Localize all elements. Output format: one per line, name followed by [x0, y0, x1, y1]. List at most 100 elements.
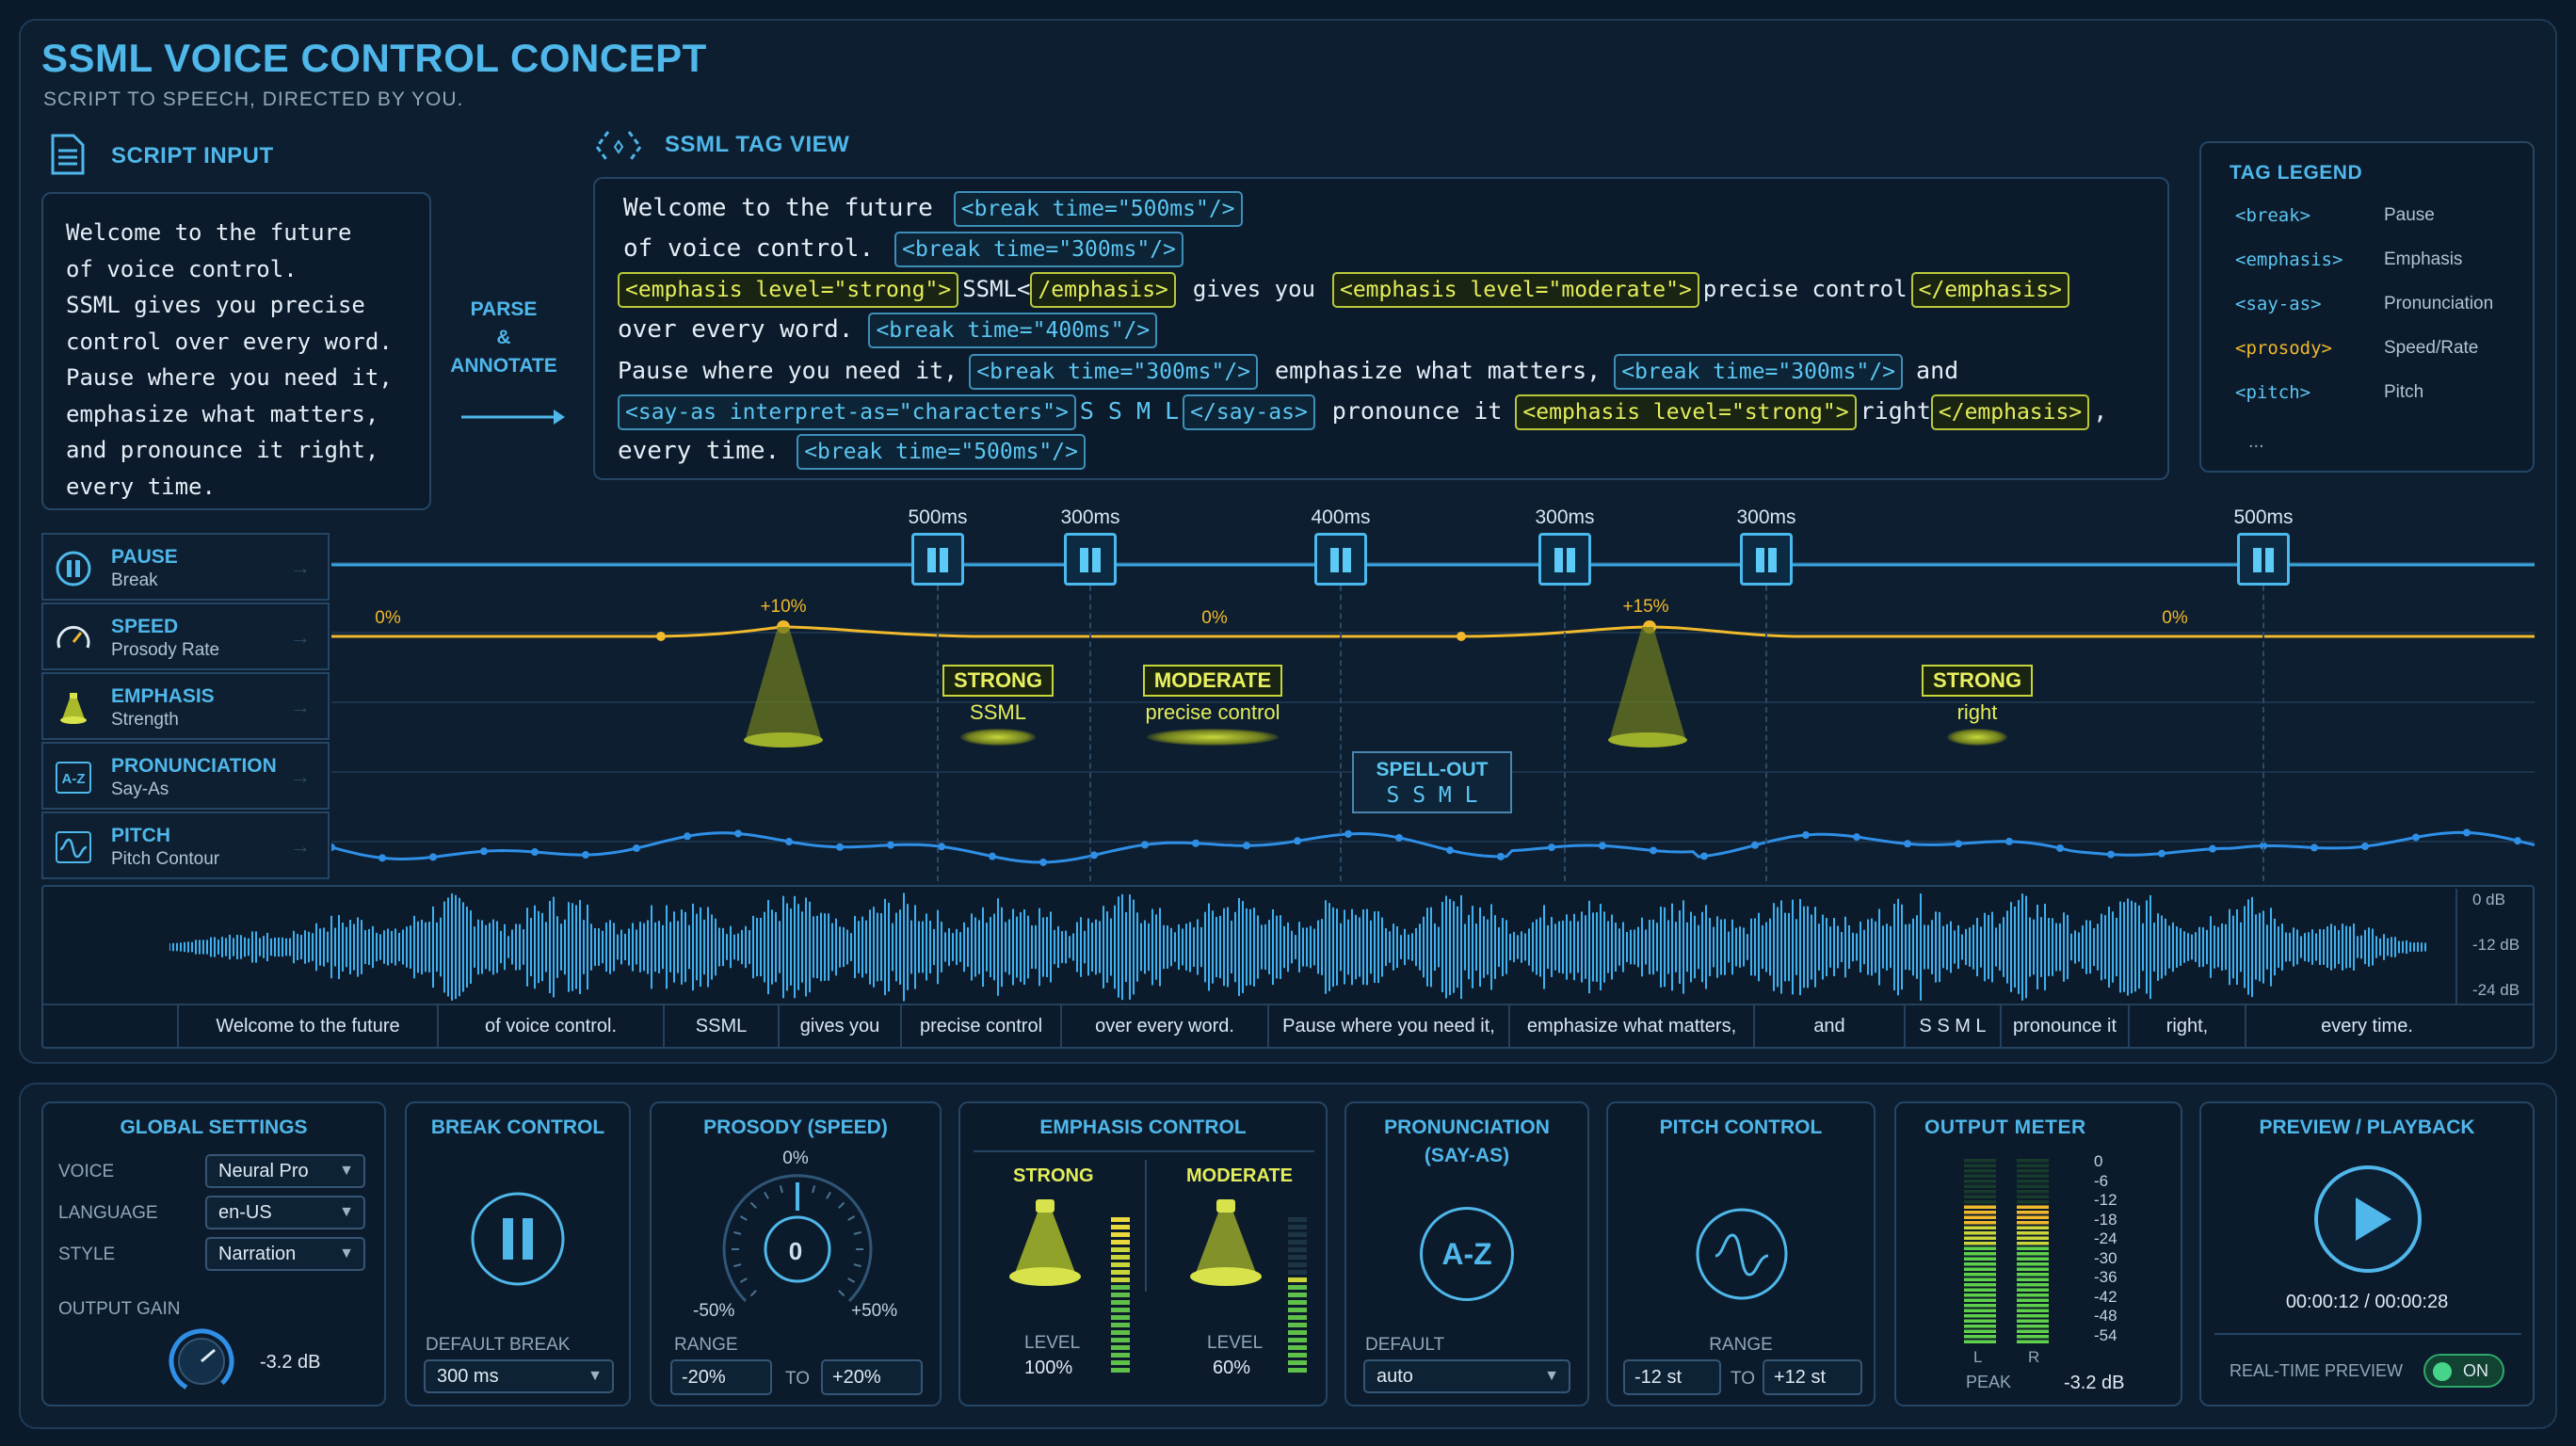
ssml-tag-view-title: SSML TAG VIEW	[665, 132, 850, 157]
style-select[interactable]: Narration ▼	[205, 1237, 365, 1271]
prosody-range-from[interactable]: -20%	[670, 1359, 772, 1395]
emphasis-glow	[960, 729, 1036, 746]
tag-line-5: Pause where you need it, <break time="300…	[618, 350, 2145, 391]
break-marker[interactable]	[1740, 533, 1793, 586]
output-meter-panel: OUTPUT METER 0 -6 -12 -18 -24 -30 -36 -42 -48 -54…	[1894, 1101, 2182, 1406]
spotlight-strong-icon	[1009, 1199, 1081, 1286]
play-button[interactable]	[2312, 1164, 2423, 1275]
break-marker[interactable]	[911, 533, 964, 586]
pronunciation-panel: PRONUNCIATION (SAY-AS) A-Z DEFAULT auto ▼	[1344, 1101, 1589, 1406]
speed-label: +10%	[760, 597, 807, 617]
global-settings-panel: GLOBAL SETTINGS VOICE Neural Pro ▼ LANGUA…	[41, 1101, 386, 1406]
pitch-contour	[331, 830, 2535, 864]
lane-speed: SPEED Prosody Rate →	[41, 602, 330, 670]
parse-annotate-label: PARSE & ANNOTATE	[450, 298, 557, 377]
meter-scale-label: -12	[2094, 1191, 2117, 1209]
meter-scale-label: -24	[2094, 1229, 2117, 1247]
pitch-control-panel: PITCH CONTROL RANGE -12 st TO +12 st	[1606, 1101, 1876, 1406]
pitch-range-from[interactable]: -12 st	[1623, 1359, 1721, 1395]
speed-label: 0%	[2162, 608, 2188, 628]
emphasis-control-panel: EMPHASIS CONTROL STRONG MODERATE LEVEL 1…	[958, 1101, 1328, 1406]
page-subtitle: SCRIPT TO SPEECH, DIRECTED BY YOU.	[43, 88, 464, 110]
real-time-preview-toggle[interactable]: ON	[2423, 1354, 2504, 1388]
meter-scale-label: -36	[2094, 1268, 2117, 1286]
script-line: every time.	[66, 473, 216, 500]
db-label-24: -24 dB	[2472, 981, 2520, 999]
break-marker[interactable]	[1064, 533, 1117, 586]
break-guide	[1340, 538, 1342, 881]
script-input-box[interactable]: Welcome to the future of voice control. SS…	[41, 192, 431, 510]
ssml-tag-view-box[interactable]: Welcome to the future <break time="500ms"…	[593, 177, 2169, 480]
strong-level-meter	[1111, 1217, 1130, 1373]
preview-panel: PREVIEW / PLAYBACK 00:00:12 / 00:00:28 R…	[2199, 1101, 2535, 1406]
pause-icon[interactable]	[469, 1190, 567, 1288]
meter-scale-label: -30	[2094, 1248, 2117, 1267]
moderate-level-meter	[1288, 1217, 1307, 1373]
word-segment: every time.	[2245, 1005, 2487, 1047]
break-guide	[2262, 538, 2264, 881]
a-z-icon[interactable]: A-Z	[1420, 1207, 1514, 1301]
lane-arrow-icon: →	[290, 764, 311, 788]
word-segment: over every word.	[1060, 1005, 1267, 1047]
word-segment: right,	[2128, 1005, 2245, 1047]
legend-desc: Pitch	[2384, 382, 2424, 402]
word-segment: pronounce it	[2000, 1005, 2128, 1047]
legend-desc: Speed/Rate	[2384, 338, 2479, 358]
voice-select[interactable]: Neural Pro ▼	[205, 1154, 365, 1188]
output-gain-value: -3.2 dB	[260, 1352, 321, 1373]
legend-tag: <break>	[2235, 205, 2311, 226]
lane-name: PRONUNCIATION	[111, 755, 277, 777]
break-marker[interactable]	[1314, 533, 1367, 586]
speed-dial[interactable]	[717, 1169, 877, 1329]
meter-scale-label: -18	[2094, 1210, 2117, 1229]
audio-waveform	[169, 892, 2426, 1002]
level-meter-left	[1964, 1159, 1996, 1343]
tag-legend: TAG LEGEND <break> Pause <emphasis> Emphasi…	[2199, 141, 2535, 473]
document-icon	[51, 134, 85, 175]
speed-label: 0%	[375, 608, 401, 628]
script-line: and pronounce it right,	[66, 437, 379, 463]
break-control-panel: BREAK CONTROL DEFAULT BREAK 300 ms ▼	[405, 1101, 631, 1406]
lane-sub: Strength	[111, 710, 179, 730]
spotlight-moderate-icon	[1190, 1199, 1262, 1286]
lane-arrow-icon: →	[290, 625, 311, 649]
break-duration-label: 300ms	[1736, 506, 1796, 528]
script-line: SSML gives you precise	[66, 292, 365, 318]
speedometer-icon	[56, 626, 90, 649]
peak-value: -3.2 dB	[2064, 1373, 2125, 1393]
legend-tag: <emphasis>	[2235, 249, 2343, 270]
emphasis-word: SSML	[970, 700, 1026, 724]
prosody-range-to[interactable]: +20%	[821, 1359, 923, 1395]
pitch-wave-icon[interactable]	[1695, 1207, 1789, 1301]
lane-pronunciation: A-Z PRONUNCIATION Say-As →	[41, 742, 330, 810]
script-line: Pause where you need it,	[66, 364, 393, 391]
lane-sub: Pitch Contour	[111, 849, 220, 869]
code-tag-icon	[595, 131, 642, 163]
spotlight-icon	[60, 693, 87, 724]
db-label-12: -12 dB	[2472, 936, 2520, 954]
tag-line-4: over every word. <break time="400ms"/>	[618, 310, 2145, 350]
lane-pause: PAUSE Break →	[41, 533, 330, 601]
script-line: of voice control.	[66, 255, 298, 282]
pronunciation-default-select[interactable]: auto ▼	[1363, 1359, 1570, 1393]
emphasis-word: right	[1956, 700, 1998, 724]
lane-sub: Say-As	[111, 779, 169, 799]
emphasis-glow	[1947, 729, 2007, 746]
break-marker[interactable]	[1538, 533, 1591, 586]
svg-text:A-Z: A-Z	[62, 771, 86, 787]
word-segment: gives you	[778, 1005, 900, 1047]
prosody-panel: PROSODY (SPEED) 0% 0 -50% +50% RANGE -20…	[650, 1101, 942, 1406]
emphasis-level: MODERATE	[1142, 665, 1283, 697]
meter-scale-label: -42	[2094, 1287, 2117, 1306]
word-segment: Welcome to the future	[177, 1005, 437, 1047]
default-break-select[interactable]: 300 ms ▼	[424, 1359, 614, 1393]
a-z-icon: A-Z	[56, 762, 91, 794]
lane-pitch: PITCH Pitch Contour →	[41, 811, 330, 879]
language-select[interactable]: en-US ▼	[205, 1196, 365, 1229]
pitch-range-to[interactable]: +12 st	[1763, 1359, 1862, 1395]
emphasis-mark: STRONG right	[1864, 665, 2090, 725]
word-segment: SSML	[663, 1005, 778, 1047]
break-marker[interactable]	[2237, 533, 2290, 586]
output-gain-knob[interactable]	[164, 1324, 239, 1399]
lane-name: EMPHASIS	[111, 685, 215, 707]
